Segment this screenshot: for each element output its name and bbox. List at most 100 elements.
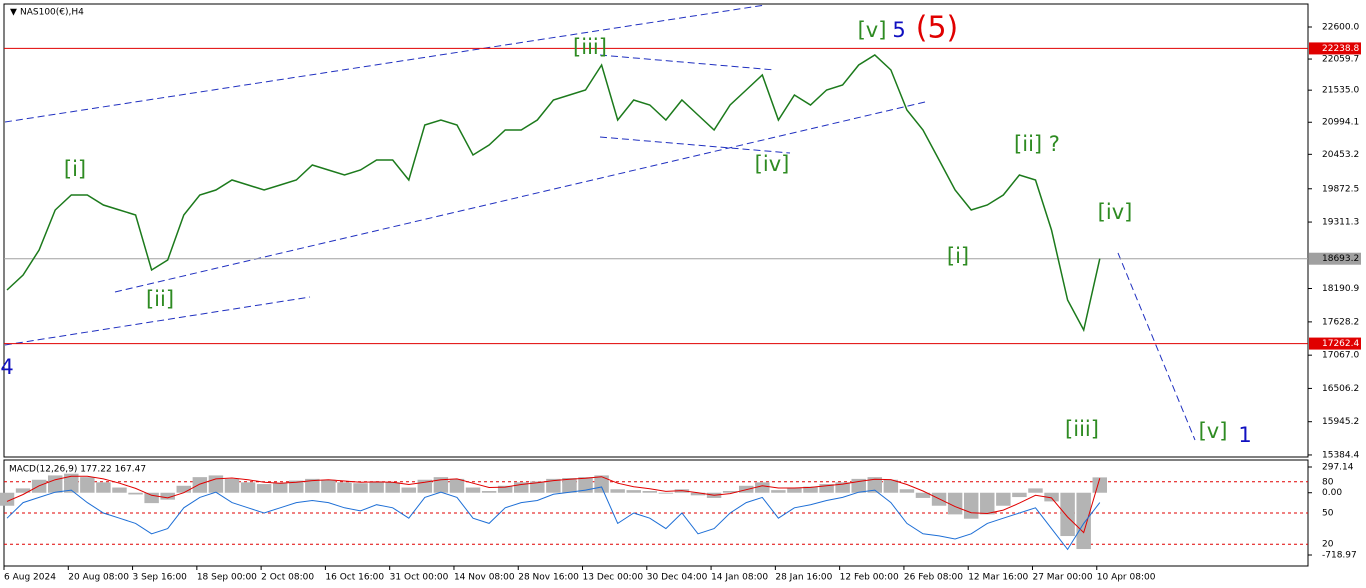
- macd-bar: [80, 477, 95, 493]
- macd-bar: [160, 492, 175, 500]
- wave-label: [v]: [1199, 419, 1228, 443]
- macd-bar: [385, 482, 400, 493]
- y-tick-label: 297.14: [1322, 463, 1354, 473]
- projection-line: [1117, 252, 1196, 441]
- x-tick-label: 26 Feb 08:00: [904, 573, 963, 583]
- macd-bar: [1076, 492, 1091, 550]
- macd-bar: [514, 482, 529, 493]
- macd-bar: [963, 492, 979, 519]
- y-tick-label: 18190.9: [1322, 284, 1359, 294]
- macd-bar: [899, 489, 915, 493]
- macd-bar: [562, 478, 577, 493]
- macd-bar: [465, 487, 481, 493]
- signal-line: [6, 475, 1101, 534]
- price-level-label: 17262.4: [1322, 339, 1359, 349]
- macd-bar: [642, 491, 658, 493]
- macd-bar: [305, 478, 320, 493]
- wave-label: [iv]: [1098, 200, 1133, 224]
- x-tick-label: 13 Dec 00:00: [583, 573, 644, 583]
- wave-label: [ii]: [146, 287, 174, 311]
- price-level-tag: [1309, 337, 1361, 350]
- macd-bar: [337, 482, 352, 493]
- y-tick-label: 0.00: [1322, 488, 1342, 498]
- macd-bar: [176, 485, 192, 493]
- macd-bar: [530, 481, 545, 493]
- macd-bar: [1012, 492, 1027, 498]
- y2-tick-label: 80: [1322, 477, 1334, 487]
- macd-bar: [658, 492, 674, 494]
- price-level-label: 22238.8: [1322, 44, 1359, 54]
- macd-bar: [546, 478, 561, 493]
- wave-label: [iv]: [755, 152, 790, 176]
- macd-bar: [369, 481, 384, 493]
- wave-label: [i]: [64, 157, 86, 181]
- macd-bar: [787, 487, 802, 493]
- macd-bar: [819, 484, 834, 493]
- y-tick-label: 20453.2: [1322, 150, 1359, 160]
- macd-bar: [1044, 492, 1059, 502]
- trend-lines: [4, 4, 1196, 441]
- macd-bar: [883, 479, 899, 493]
- macd-bar: [224, 478, 240, 493]
- wave-label: (5): [916, 11, 959, 46]
- wave-label: [iii]: [573, 35, 607, 59]
- macd-bar: [626, 490, 641, 493]
- y-tick-label: 19311.3: [1322, 218, 1359, 228]
- macd-bar: [192, 477, 208, 493]
- x-tick-label: 12 Feb 00:00: [840, 573, 899, 583]
- y-tick-label: 17628.2: [1322, 317, 1359, 327]
- price-level-label: 18693.2: [1322, 254, 1359, 264]
- x-tick-label: 14 Jan 08:00: [711, 573, 768, 583]
- y-tick-label: 19872.5: [1322, 184, 1359, 194]
- x-tick-label: 31 Oct 00:00: [390, 573, 449, 583]
- macd-bar: [947, 492, 963, 515]
- macd-bar: [915, 492, 931, 498]
- price-level-tag: [1309, 252, 1361, 265]
- macd-bar: [128, 492, 143, 495]
- y-tick-label: -718.97: [1322, 551, 1357, 561]
- macd-bar: [256, 484, 272, 493]
- macd-bar: [208, 475, 224, 493]
- macd-bar: [835, 482, 850, 493]
- price-level-tag: [1309, 42, 1361, 55]
- macd-bar: [272, 483, 288, 493]
- macd-bar: [144, 492, 159, 504]
- y-tick-label: 16506.2: [1322, 384, 1359, 394]
- wave-label: 5: [892, 18, 905, 42]
- symbol-label: NAS100(€),H4: [20, 8, 84, 18]
- x-tick-label: 12 Mar 16:00: [968, 573, 1028, 583]
- wave-label: [ii] ?: [1014, 132, 1060, 156]
- trend-line: [599, 136, 791, 154]
- macd-bar: [594, 475, 609, 493]
- trend-line: [599, 54, 776, 71]
- x-tick-label: 28 Jan 16:00: [775, 573, 832, 583]
- price-line: [6, 54, 1101, 333]
- macd-bar: [401, 487, 416, 493]
- macd-bar: [321, 479, 336, 493]
- macd-bar: [867, 477, 883, 493]
- macd-bar: [722, 491, 738, 493]
- menu-arrow[interactable]: ▼: [10, 8, 17, 18]
- x-tick-label: 2 Oct 08:00: [261, 573, 314, 583]
- macd-bar: [353, 483, 368, 493]
- wave-label: 4: [0, 355, 13, 379]
- x-tick-label: 18 Sep 00:00: [197, 573, 257, 583]
- indicator-title: MACD(12,26,9) 177.22 167.47: [9, 465, 146, 475]
- macd-bar: [1060, 492, 1075, 537]
- x-tick-label: 16 Oct 16:00: [325, 573, 384, 583]
- y2-tick-label: 50: [1322, 509, 1334, 519]
- y-tick-label: 17067.0: [1322, 351, 1359, 361]
- x-tick-label: 20 Aug 08:00: [68, 573, 129, 583]
- macd-bar: [803, 486, 818, 493]
- macd-bar: [47, 475, 63, 493]
- x-tick-label: 30 Dec 04:00: [647, 573, 708, 583]
- wave-label: [v]: [858, 18, 887, 42]
- y-tick-label: 21535.0: [1322, 86, 1359, 96]
- x-tick-label: 14 Nov 08:00: [454, 573, 515, 583]
- macd-bar: [240, 482, 256, 493]
- trend-line: [114, 101, 926, 293]
- x-tick-label: 27 Mar 00:00: [1032, 573, 1092, 583]
- macd-bar: [96, 482, 111, 493]
- macd-bar: [0, 492, 15, 506]
